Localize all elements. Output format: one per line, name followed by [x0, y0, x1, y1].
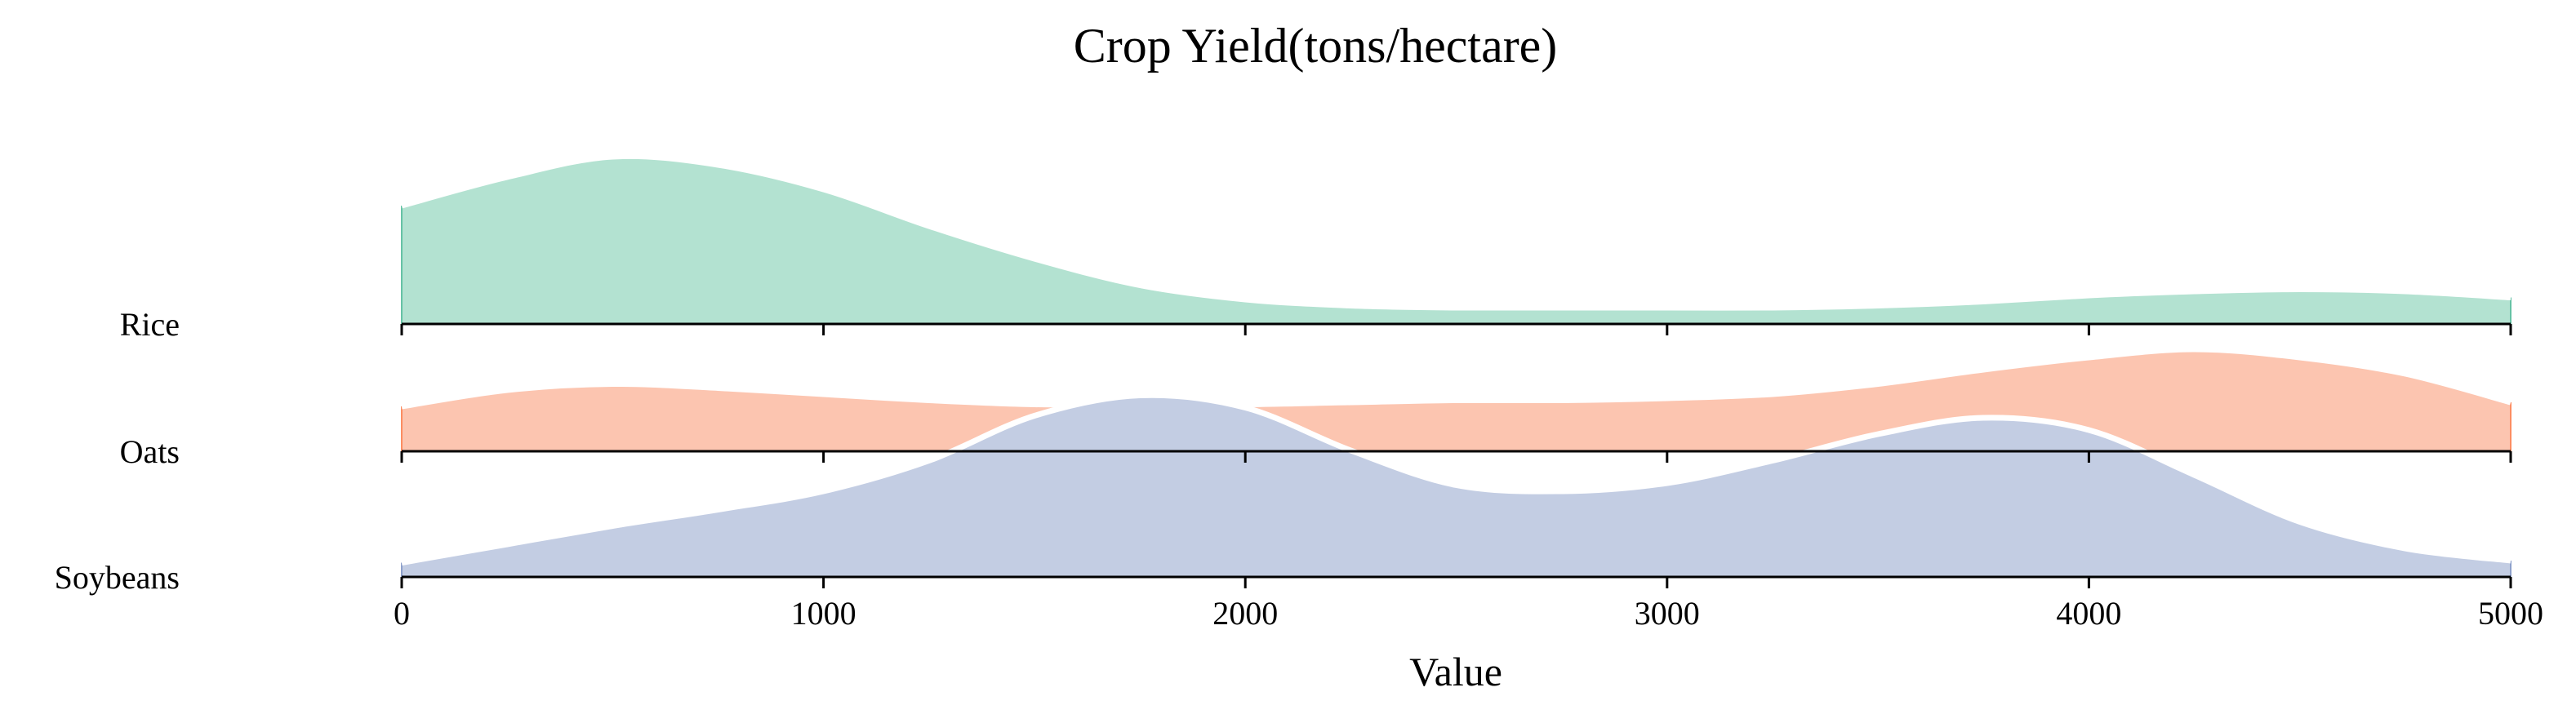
- ridges-group: [401, 153, 2511, 577]
- x-tick-label-4: 4000: [2056, 595, 2121, 632]
- ridge-outline-oats: [401, 346, 2511, 410]
- x-tick-label-1: 1000: [791, 595, 856, 632]
- row-label-oats: Oats: [120, 433, 180, 470]
- row-label-soybeans: Soybeans: [55, 559, 180, 596]
- axes-group: Rice Oats Soybeans 0 1000 2000 3000 4000 5000: [55, 306, 2543, 632]
- ridge-outline-rice: [401, 153, 2511, 311]
- x-tick-label-3: 3000: [1635, 595, 1700, 632]
- x-tick-label-2: 2000: [1212, 595, 1278, 632]
- ridge-outline-soybeans: [401, 392, 2511, 566]
- chart-title: Crop Yield(tons/hectare): [1074, 19, 1558, 73]
- ridge-area-rice: [402, 156, 2511, 324]
- x-tick-label-0: 0: [394, 595, 410, 632]
- row-label-rice: Rice: [120, 306, 180, 343]
- x-axis-label: Value: [1409, 649, 1502, 694]
- x-tick-label-5: 5000: [2478, 595, 2543, 632]
